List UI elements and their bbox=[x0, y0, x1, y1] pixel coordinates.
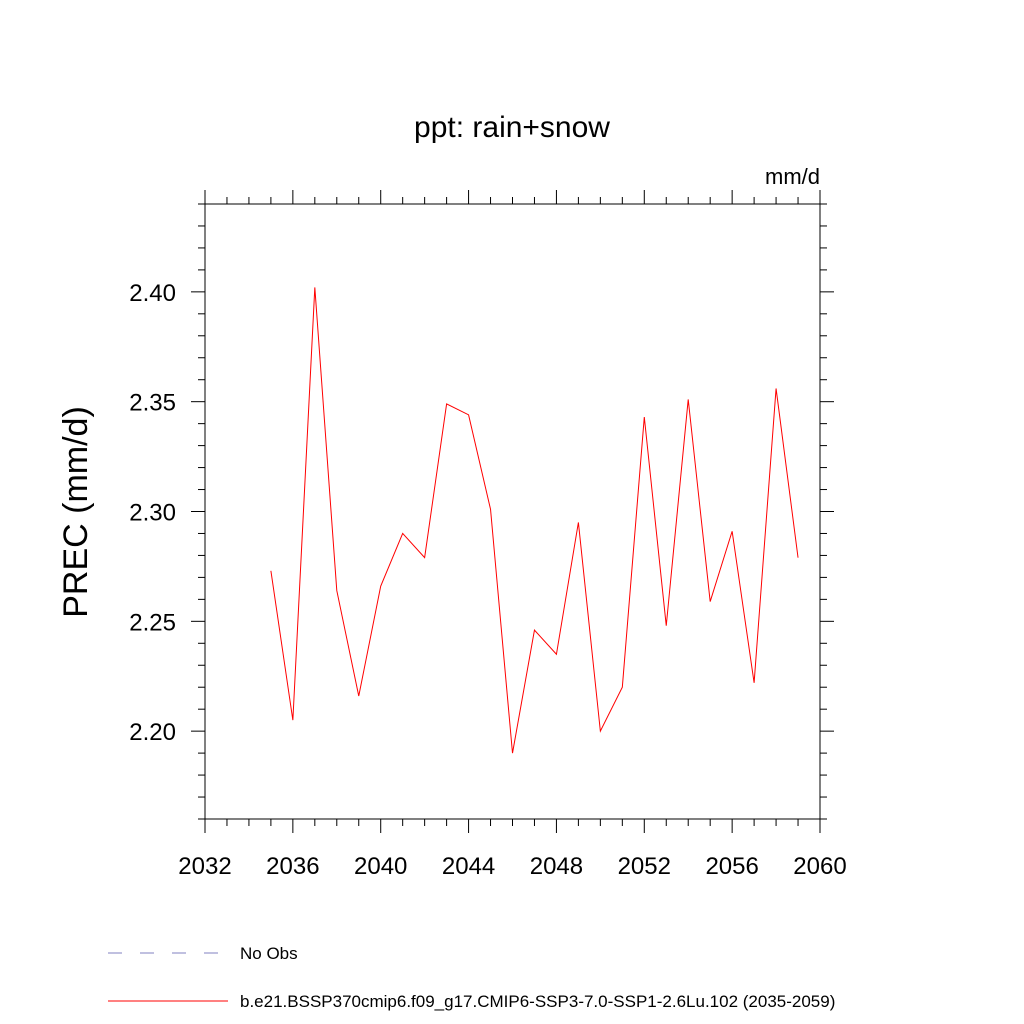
y-tick-labels: 2.20 2.25 2.30 2.35 2.40 bbox=[129, 280, 176, 746]
x-tick-label: 2056 bbox=[705, 853, 758, 880]
y-tick-label: 2.30 bbox=[129, 500, 176, 527]
series-group bbox=[270, 287, 799, 754]
x-tick-label: 2032 bbox=[178, 853, 231, 880]
y-tick-label: 2.25 bbox=[129, 609, 176, 636]
x-tick-label: 2040 bbox=[354, 853, 407, 880]
legend-series-label: b.e21.BSSP370cmip6.f09_g17.CMIP6-SSP3-7.… bbox=[240, 992, 835, 1011]
axis-ticks bbox=[191, 190, 834, 833]
legend-no-obs-label: No Obs bbox=[240, 944, 298, 963]
y-tick-label: 2.35 bbox=[129, 390, 176, 417]
x-tick-label: 2048 bbox=[530, 853, 583, 880]
x-tick-label: 2060 bbox=[793, 853, 846, 880]
series-line bbox=[270, 287, 799, 754]
x-tick-labels: 2032 2036 2040 2044 2048 2052 2056 2060 bbox=[178, 853, 846, 880]
x-tick-label: 2044 bbox=[442, 853, 495, 880]
y-tick-label: 2.20 bbox=[129, 719, 176, 746]
chart-title: ppt: rain+snow bbox=[414, 111, 610, 144]
y-axis-label: PREC (mm/d) bbox=[57, 406, 95, 618]
x-tick-label: 2052 bbox=[618, 853, 671, 880]
y-tick-label: 2.40 bbox=[129, 280, 176, 307]
units-label: mm/d bbox=[765, 164, 820, 189]
plot-frame bbox=[204, 203, 821, 820]
x-tick-label: 2036 bbox=[266, 853, 319, 880]
